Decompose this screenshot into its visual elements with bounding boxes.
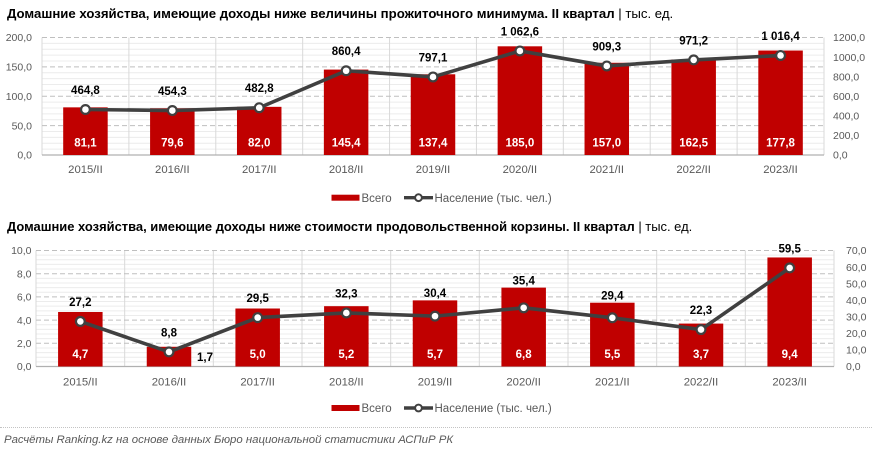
svg-text:1,7: 1,7	[197, 352, 213, 364]
svg-text:2022/II: 2022/II	[676, 164, 711, 176]
svg-text:40,0: 40,0	[846, 295, 867, 307]
svg-text:2019/II: 2019/II	[418, 376, 453, 388]
svg-text:10,0: 10,0	[846, 345, 867, 357]
svg-text:177,8: 177,8	[766, 138, 795, 150]
svg-text:150,0: 150,0	[6, 62, 32, 74]
svg-text:30,0: 30,0	[846, 311, 867, 323]
svg-text:29,5: 29,5	[246, 293, 269, 305]
svg-text:2018/II: 2018/II	[329, 376, 364, 388]
svg-text:145,4: 145,4	[332, 138, 361, 150]
svg-text:2015/II: 2015/II	[63, 376, 98, 388]
svg-text:2021/II: 2021/II	[595, 376, 630, 388]
svg-text:27,2: 27,2	[69, 297, 91, 309]
svg-text:797,1: 797,1	[419, 52, 448, 64]
svg-text:137,4: 137,4	[419, 138, 448, 150]
svg-text:971,2: 971,2	[679, 35, 708, 47]
svg-text:2023/II: 2023/II	[763, 164, 798, 176]
svg-text:2023/II: 2023/II	[772, 376, 807, 388]
svg-text:Население (тыс. чел.): Население (тыс. чел.)	[435, 403, 552, 415]
svg-text:2022/II: 2022/II	[684, 376, 719, 388]
svg-text:50,0: 50,0	[12, 120, 33, 132]
svg-text:70,0: 70,0	[846, 245, 867, 257]
svg-text:20,0: 20,0	[846, 328, 867, 340]
svg-text:2018/II: 2018/II	[329, 164, 364, 176]
svg-text:35,4: 35,4	[512, 275, 535, 287]
svg-text:2019/II: 2019/II	[416, 164, 451, 176]
svg-text:0,0: 0,0	[17, 361, 32, 373]
svg-text:2020/II: 2020/II	[503, 164, 538, 176]
svg-text:800,0: 800,0	[833, 71, 859, 83]
svg-text:185,0: 185,0	[505, 138, 534, 150]
svg-text:1 062,6: 1 062,6	[501, 26, 539, 38]
svg-text:Всего: Всего	[362, 403, 392, 415]
svg-text:482,8: 482,8	[245, 83, 274, 95]
svg-text:4,0: 4,0	[17, 315, 32, 327]
svg-text:100,0: 100,0	[6, 91, 32, 103]
svg-text:200,0: 200,0	[833, 130, 859, 142]
svg-text:50,0: 50,0	[846, 278, 867, 290]
svg-text:6,0: 6,0	[17, 292, 32, 304]
svg-text:0,0: 0,0	[846, 361, 861, 373]
svg-text:81,1: 81,1	[74, 138, 97, 150]
svg-text:860,4: 860,4	[332, 46, 361, 58]
svg-text:5,0: 5,0	[250, 349, 266, 361]
svg-text:3,7: 3,7	[693, 349, 709, 361]
svg-text:5,2: 5,2	[338, 349, 354, 361]
svg-text:79,6: 79,6	[161, 138, 183, 150]
svg-text:Население (тыс. чел.): Население (тыс. чел.)	[435, 193, 552, 205]
svg-text:454,3: 454,3	[158, 86, 187, 98]
svg-text:0,0: 0,0	[17, 150, 32, 162]
svg-text:5,5: 5,5	[604, 349, 621, 361]
svg-text:10,0: 10,0	[11, 245, 32, 257]
svg-text:909,3: 909,3	[592, 41, 621, 53]
svg-text:600,0: 600,0	[833, 91, 859, 103]
svg-text:8,8: 8,8	[161, 327, 178, 339]
svg-text:2,0: 2,0	[17, 338, 32, 350]
svg-text:2017/II: 2017/II	[242, 164, 277, 176]
svg-text:82,0: 82,0	[248, 138, 270, 150]
svg-text:162,5: 162,5	[679, 138, 708, 150]
svg-text:5,7: 5,7	[427, 349, 443, 361]
svg-text:4,7: 4,7	[72, 349, 88, 361]
svg-text:60,0: 60,0	[846, 262, 867, 274]
svg-text:1200,0: 1200,0	[833, 32, 865, 44]
svg-text:2017/II: 2017/II	[240, 376, 275, 388]
svg-text:464,8: 464,8	[71, 85, 100, 97]
svg-text:8,0: 8,0	[17, 268, 32, 280]
svg-text:6,8: 6,8	[516, 349, 533, 361]
svg-text:400,0: 400,0	[833, 111, 859, 123]
svg-text:0,0: 0,0	[833, 150, 848, 162]
svg-text:157,0: 157,0	[592, 138, 621, 150]
svg-text:2015/II: 2015/II	[68, 164, 103, 176]
svg-text:2020/II: 2020/II	[506, 376, 541, 388]
svg-text:200,0: 200,0	[6, 32, 32, 44]
svg-text:2016/II: 2016/II	[155, 164, 190, 176]
svg-text:9,4: 9,4	[782, 349, 799, 361]
svg-text:30,4: 30,4	[424, 288, 447, 300]
svg-text:2021/II: 2021/II	[589, 164, 624, 176]
svg-text:2016/II: 2016/II	[152, 376, 187, 388]
svg-text:22,3: 22,3	[690, 305, 712, 317]
svg-text:1000,0: 1000,0	[833, 52, 865, 64]
svg-text:29,4: 29,4	[601, 290, 624, 302]
svg-text:59,5: 59,5	[778, 243, 801, 255]
svg-text:Всего: Всего	[362, 193, 392, 205]
svg-text:32,3: 32,3	[335, 288, 357, 300]
svg-text:1 016,4: 1 016,4	[761, 31, 800, 43]
